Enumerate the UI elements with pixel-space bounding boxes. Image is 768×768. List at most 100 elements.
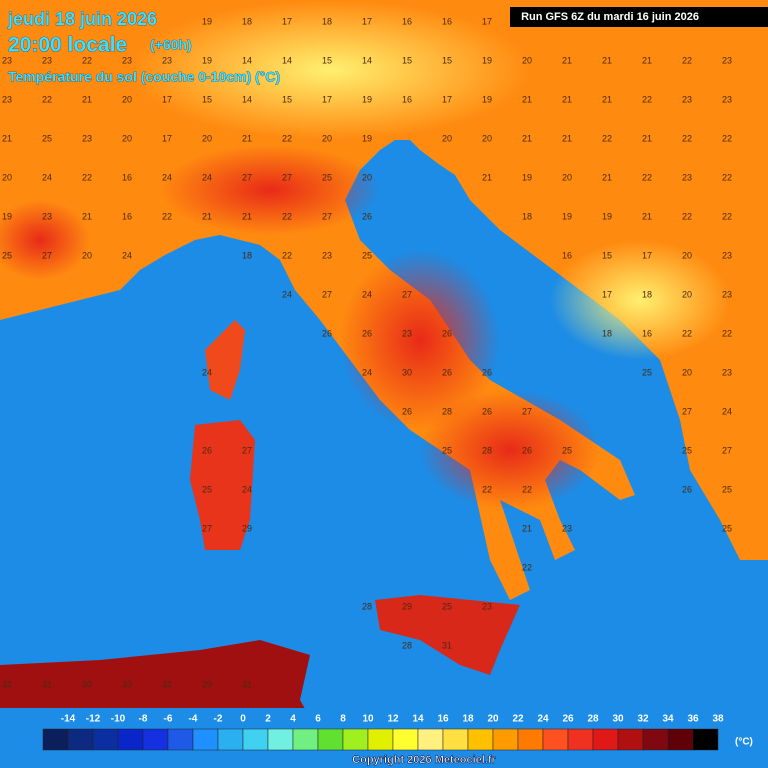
grid-value: 19 — [362, 133, 372, 143]
grid-value: 21 — [482, 172, 492, 182]
grid-value: 24 — [42, 172, 52, 182]
grid-value: 23 — [482, 601, 492, 611]
grid-value: 20 — [682, 367, 692, 377]
grid-value: 26 — [322, 328, 332, 338]
grid-value: 24 — [202, 172, 212, 182]
grid-value: 21 — [642, 133, 652, 143]
grid-value: 18 — [322, 16, 332, 26]
grid-value: 27 — [242, 172, 252, 182]
lead: (+60h) — [150, 37, 192, 53]
grid-value: 22 — [482, 484, 492, 494]
scale-label: 38 — [712, 714, 724, 725]
color-box — [492, 728, 519, 751]
grid-value: 17 — [362, 16, 372, 26]
grid-value: 26 — [442, 367, 452, 377]
scale-label: 10 — [362, 714, 374, 725]
scale-label: -6 — [164, 714, 173, 725]
grid-value: 14 — [242, 55, 252, 65]
color-box — [442, 728, 469, 751]
color-box — [517, 728, 544, 751]
grid-value: 19 — [562, 211, 572, 221]
color-box — [42, 728, 69, 751]
grid-value: 22 — [642, 94, 652, 104]
grid-value: 22 — [722, 328, 732, 338]
grid-value: 31 — [42, 679, 52, 689]
color-box — [167, 728, 194, 751]
color-box — [417, 728, 444, 751]
color-box — [367, 728, 394, 751]
grid-value: 23 — [722, 289, 732, 299]
grid-value: 25 — [322, 172, 332, 182]
scale-label: 2 — [265, 714, 271, 725]
color-box — [567, 728, 594, 751]
grid-value: 22 — [162, 211, 172, 221]
grid-value: 25 — [42, 133, 52, 143]
color-box — [67, 728, 94, 751]
grid-value: 22 — [82, 55, 92, 65]
grid-value: 15 — [282, 94, 292, 104]
grid-value: 17 — [602, 289, 612, 299]
grid-value: 24 — [122, 250, 132, 260]
grid-value: 22 — [522, 562, 532, 572]
grid-value: 16 — [402, 94, 412, 104]
scale-label: 6 — [315, 714, 321, 725]
scale-label: 4 — [290, 714, 296, 725]
scale-label: 16 — [437, 714, 449, 725]
grid-value: 22 — [642, 172, 652, 182]
grid-value: 21 — [642, 211, 652, 221]
grid-value: 28 — [442, 406, 452, 416]
value-grid: 19 18 17 18 17 16 16 17 23 23 22 23 23 19 14 14 15 14 15 15… — [2, 16, 732, 689]
scale-label: -12 — [86, 714, 101, 725]
grid-value: 25 — [442, 601, 452, 611]
grid-value: 17 — [162, 133, 172, 143]
grid-value: 22 — [682, 55, 692, 65]
grid-value: 21 — [562, 94, 572, 104]
grid-value: 27 — [322, 211, 332, 221]
legend: -14 -12 -10 -8 -6 -4 -2 0 2 4 6 8 10 12 14 16 18 20 22 24 26… — [42, 714, 724, 751]
color-box — [292, 728, 319, 751]
grid-value: 27 — [202, 523, 212, 533]
scale-label: 22 — [512, 714, 524, 725]
grid-value: 20 — [82, 250, 92, 260]
grid-value: 21 — [202, 211, 212, 221]
color-box — [592, 728, 619, 751]
grid-value: 29 — [202, 679, 212, 689]
grid-value: 24 — [722, 406, 732, 416]
grid-value: 16 — [122, 211, 132, 221]
grid-value: 25 — [722, 523, 732, 533]
grid-value: 24 — [202, 367, 212, 377]
grid-value: 22 — [522, 484, 532, 494]
grid-value: 16 — [122, 172, 132, 182]
grid-value: 22 — [722, 133, 732, 143]
grid-value: 23 — [682, 172, 692, 182]
grid-value: 23 — [42, 55, 52, 65]
grid-value: 21 — [602, 94, 612, 104]
grid-value: 21 — [602, 172, 612, 182]
grid-value: 20 — [482, 133, 492, 143]
grid-value: 32 — [2, 679, 12, 689]
grid-value: 24 — [362, 367, 372, 377]
grid-value: 20 — [522, 55, 532, 65]
grid-value: 17 — [642, 250, 652, 260]
time: 20:00 locale — [8, 34, 127, 57]
grid-value: 23 — [722, 94, 732, 104]
grid-value: 24 — [162, 172, 172, 182]
grid-value: 22 — [602, 133, 612, 143]
color-box — [267, 728, 294, 751]
grid-value: 19 — [202, 16, 212, 26]
color-box — [192, 728, 219, 751]
grid-value: 27 — [722, 445, 732, 455]
grid-value: 16 — [562, 250, 572, 260]
grid-value: 21 — [2, 133, 12, 143]
color-box — [467, 728, 494, 751]
grid-value: 21 — [82, 211, 92, 221]
grid-value: 22 — [722, 172, 732, 182]
grid-value: 20 — [682, 289, 692, 299]
grid-value: 25 — [722, 484, 732, 494]
grid-value: 28 — [482, 445, 492, 455]
grid-value: 22 — [282, 211, 292, 221]
scale-label: 36 — [687, 714, 699, 725]
grid-value: 17 — [162, 94, 172, 104]
